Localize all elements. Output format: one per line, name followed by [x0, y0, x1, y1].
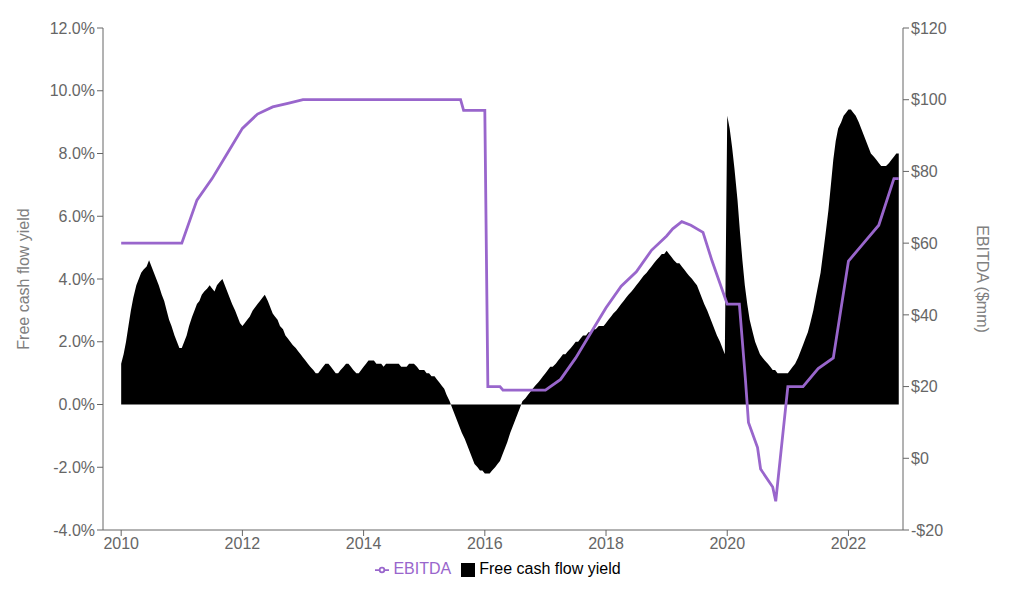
svg-text:2022: 2022: [831, 535, 867, 552]
svg-text:2020: 2020: [709, 535, 745, 552]
svg-text:$120: $120: [911, 20, 947, 37]
svg-text:-2.0%: -2.0%: [53, 459, 95, 476]
svg-text:$20: $20: [911, 378, 938, 395]
svg-text:-4.0%: -4.0%: [53, 522, 95, 539]
html-text:EBITDA: EBITDA: [393, 560, 452, 577]
svg-text:$80: $80: [911, 163, 938, 180]
svg-text:8.0%: 8.0%: [59, 145, 95, 162]
svg-text:12.0%: 12.0%: [50, 20, 95, 37]
svg-text:0.0%: 0.0%: [59, 396, 95, 413]
svg-text:2016: 2016: [467, 535, 503, 552]
svg-text:2018: 2018: [588, 535, 624, 552]
svg-text:2010: 2010: [103, 535, 139, 552]
svg-text:10.0%: 10.0%: [50, 82, 95, 99]
svg-text:-$20: -$20: [911, 522, 943, 539]
svg-text:EBITDA ($mm): EBITDA ($mm): [974, 225, 991, 333]
svg-text:Free cash flow yield: Free cash flow yield: [15, 208, 32, 349]
svg-text:4.0%: 4.0%: [59, 271, 95, 288]
svg-text:$60: $60: [911, 235, 938, 252]
svg-text:$0: $0: [911, 450, 929, 467]
svg-text:2014: 2014: [346, 535, 382, 552]
svg-text:2012: 2012: [225, 535, 261, 552]
svg-text:$100: $100: [911, 91, 947, 108]
svg-text:$40: $40: [911, 307, 938, 324]
html-text:Free cash flow yield: Free cash flow yield: [479, 560, 621, 577]
svg-text:2.0%: 2.0%: [59, 333, 95, 350]
svg-text:6.0%: 6.0%: [59, 208, 95, 225]
